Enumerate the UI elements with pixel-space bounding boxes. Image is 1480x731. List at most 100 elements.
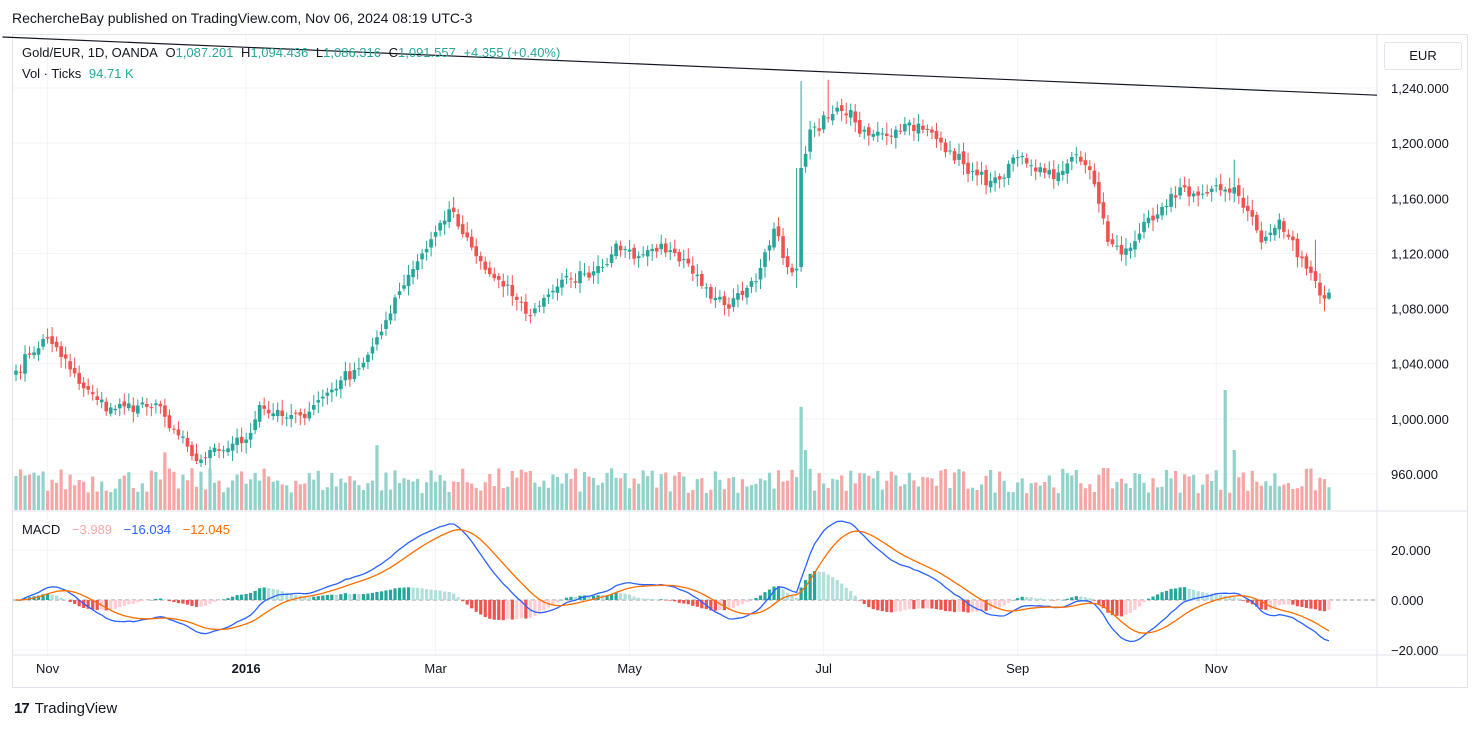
macd-hist-bar — [916, 600, 921, 609]
macd-hist-bar — [718, 600, 722, 611]
macd-hist-bar — [131, 600, 135, 604]
candle — [501, 273, 506, 298]
macd-hist-bar — [1255, 600, 1259, 607]
volume-bar — [1088, 484, 1092, 510]
macd-hist-bar — [1128, 600, 1133, 613]
macd-hist-bar — [939, 600, 943, 610]
volume-bar — [397, 483, 402, 510]
macd-hist-bar — [1151, 596, 1155, 600]
volume-bar — [1291, 488, 1295, 510]
volume-bar — [867, 475, 871, 510]
time-tick-label: Mar — [424, 661, 447, 676]
candle-body — [731, 298, 736, 307]
candle-body — [1295, 238, 1300, 258]
candle-body — [402, 285, 406, 289]
macd-hist-bar — [127, 600, 131, 605]
candle-body — [496, 276, 501, 280]
candle — [1101, 192, 1106, 225]
candle — [469, 229, 474, 251]
volume-bar — [686, 492, 690, 510]
currency-button[interactable]: EUR — [1384, 42, 1462, 70]
candle — [1119, 236, 1124, 262]
signal-line — [16, 529, 1330, 634]
macd-hist-bar — [325, 595, 329, 600]
candle-body — [1214, 185, 1218, 187]
candle — [1214, 177, 1218, 193]
candle — [149, 403, 154, 417]
volume-bar — [930, 478, 934, 510]
macd-hist-bar — [862, 600, 866, 604]
candle — [136, 399, 140, 418]
candle-body — [736, 293, 740, 300]
macd-hist-bar — [109, 600, 113, 610]
volume-bar — [370, 480, 375, 510]
volume-bar — [718, 479, 722, 510]
candle — [573, 273, 578, 289]
candle — [330, 382, 334, 402]
macd-hist-bar — [1228, 596, 1232, 600]
candle-body — [573, 281, 578, 283]
candle — [745, 285, 749, 305]
macd-hist-bar — [740, 600, 745, 605]
macd-hist-bar — [244, 594, 248, 600]
macd-hist-bar — [1119, 600, 1124, 617]
macd-hist-bar — [682, 600, 686, 604]
candle — [456, 208, 460, 230]
macd-hist-bar — [393, 588, 397, 600]
macd-hist-bar — [1101, 600, 1105, 609]
volume-bar — [966, 488, 970, 510]
volume-bar — [136, 491, 140, 510]
macd-hist-bar — [600, 595, 605, 600]
candle — [1051, 160, 1056, 189]
candle — [943, 138, 948, 158]
volume-bar — [131, 488, 135, 510]
candle-body — [1065, 163, 1070, 174]
volume-bar — [100, 481, 104, 510]
macd-hist-bar — [1034, 598, 1038, 600]
candle — [713, 287, 718, 308]
macd-hist-bar — [1011, 599, 1015, 601]
candle — [172, 425, 176, 434]
volume-bar — [438, 475, 442, 510]
candle — [158, 400, 163, 414]
candle-body — [794, 268, 799, 271]
macd-label[interactable]: MACD — [22, 522, 61, 537]
volume-bar — [1268, 485, 1272, 510]
candle-body — [190, 444, 194, 457]
macd-hist-bar — [145, 600, 149, 601]
volume-bar — [961, 471, 966, 510]
macd-signal-value: −12.045 — [182, 522, 230, 537]
candle — [483, 256, 488, 275]
candle-body — [104, 401, 109, 412]
macd-hist-bar — [975, 600, 979, 612]
candle-body — [546, 294, 551, 297]
macd-hist-bar — [343, 593, 347, 600]
candle-body — [709, 286, 713, 299]
macd-hist-bar — [452, 593, 456, 600]
candle — [1074, 147, 1079, 164]
volume-bar — [352, 480, 357, 510]
macd-hist-bar — [41, 594, 45, 600]
volume-label[interactable]: Vol · Ticks — [22, 66, 82, 81]
legend-symbol[interactable]: Gold/EUR, 1D, OANDA — [22, 45, 158, 60]
candle — [609, 246, 614, 268]
candle-body — [1173, 195, 1178, 198]
macd-hist-bar — [226, 598, 230, 600]
candle-body — [1286, 234, 1291, 237]
price-axis: 960.000 1,000.000 1,040.000 1,080.000 1,120.… — [1391, 81, 1449, 482]
volume-bar — [258, 480, 262, 510]
candle-body — [903, 123, 907, 132]
macd-hist-bar — [903, 600, 907, 611]
legend-low-label: L — [315, 45, 324, 60]
volume-bar — [1016, 482, 1020, 510]
candle — [1286, 229, 1291, 240]
candle — [961, 142, 966, 175]
volume-bar — [817, 473, 821, 510]
macd-hist-bar — [623, 593, 627, 600]
candle-body — [420, 253, 424, 260]
candle — [1011, 154, 1015, 172]
candle-body — [1070, 156, 1074, 162]
volume-bar — [628, 488, 632, 510]
footer-brand[interactable]: 17 TradingView — [14, 700, 117, 717]
